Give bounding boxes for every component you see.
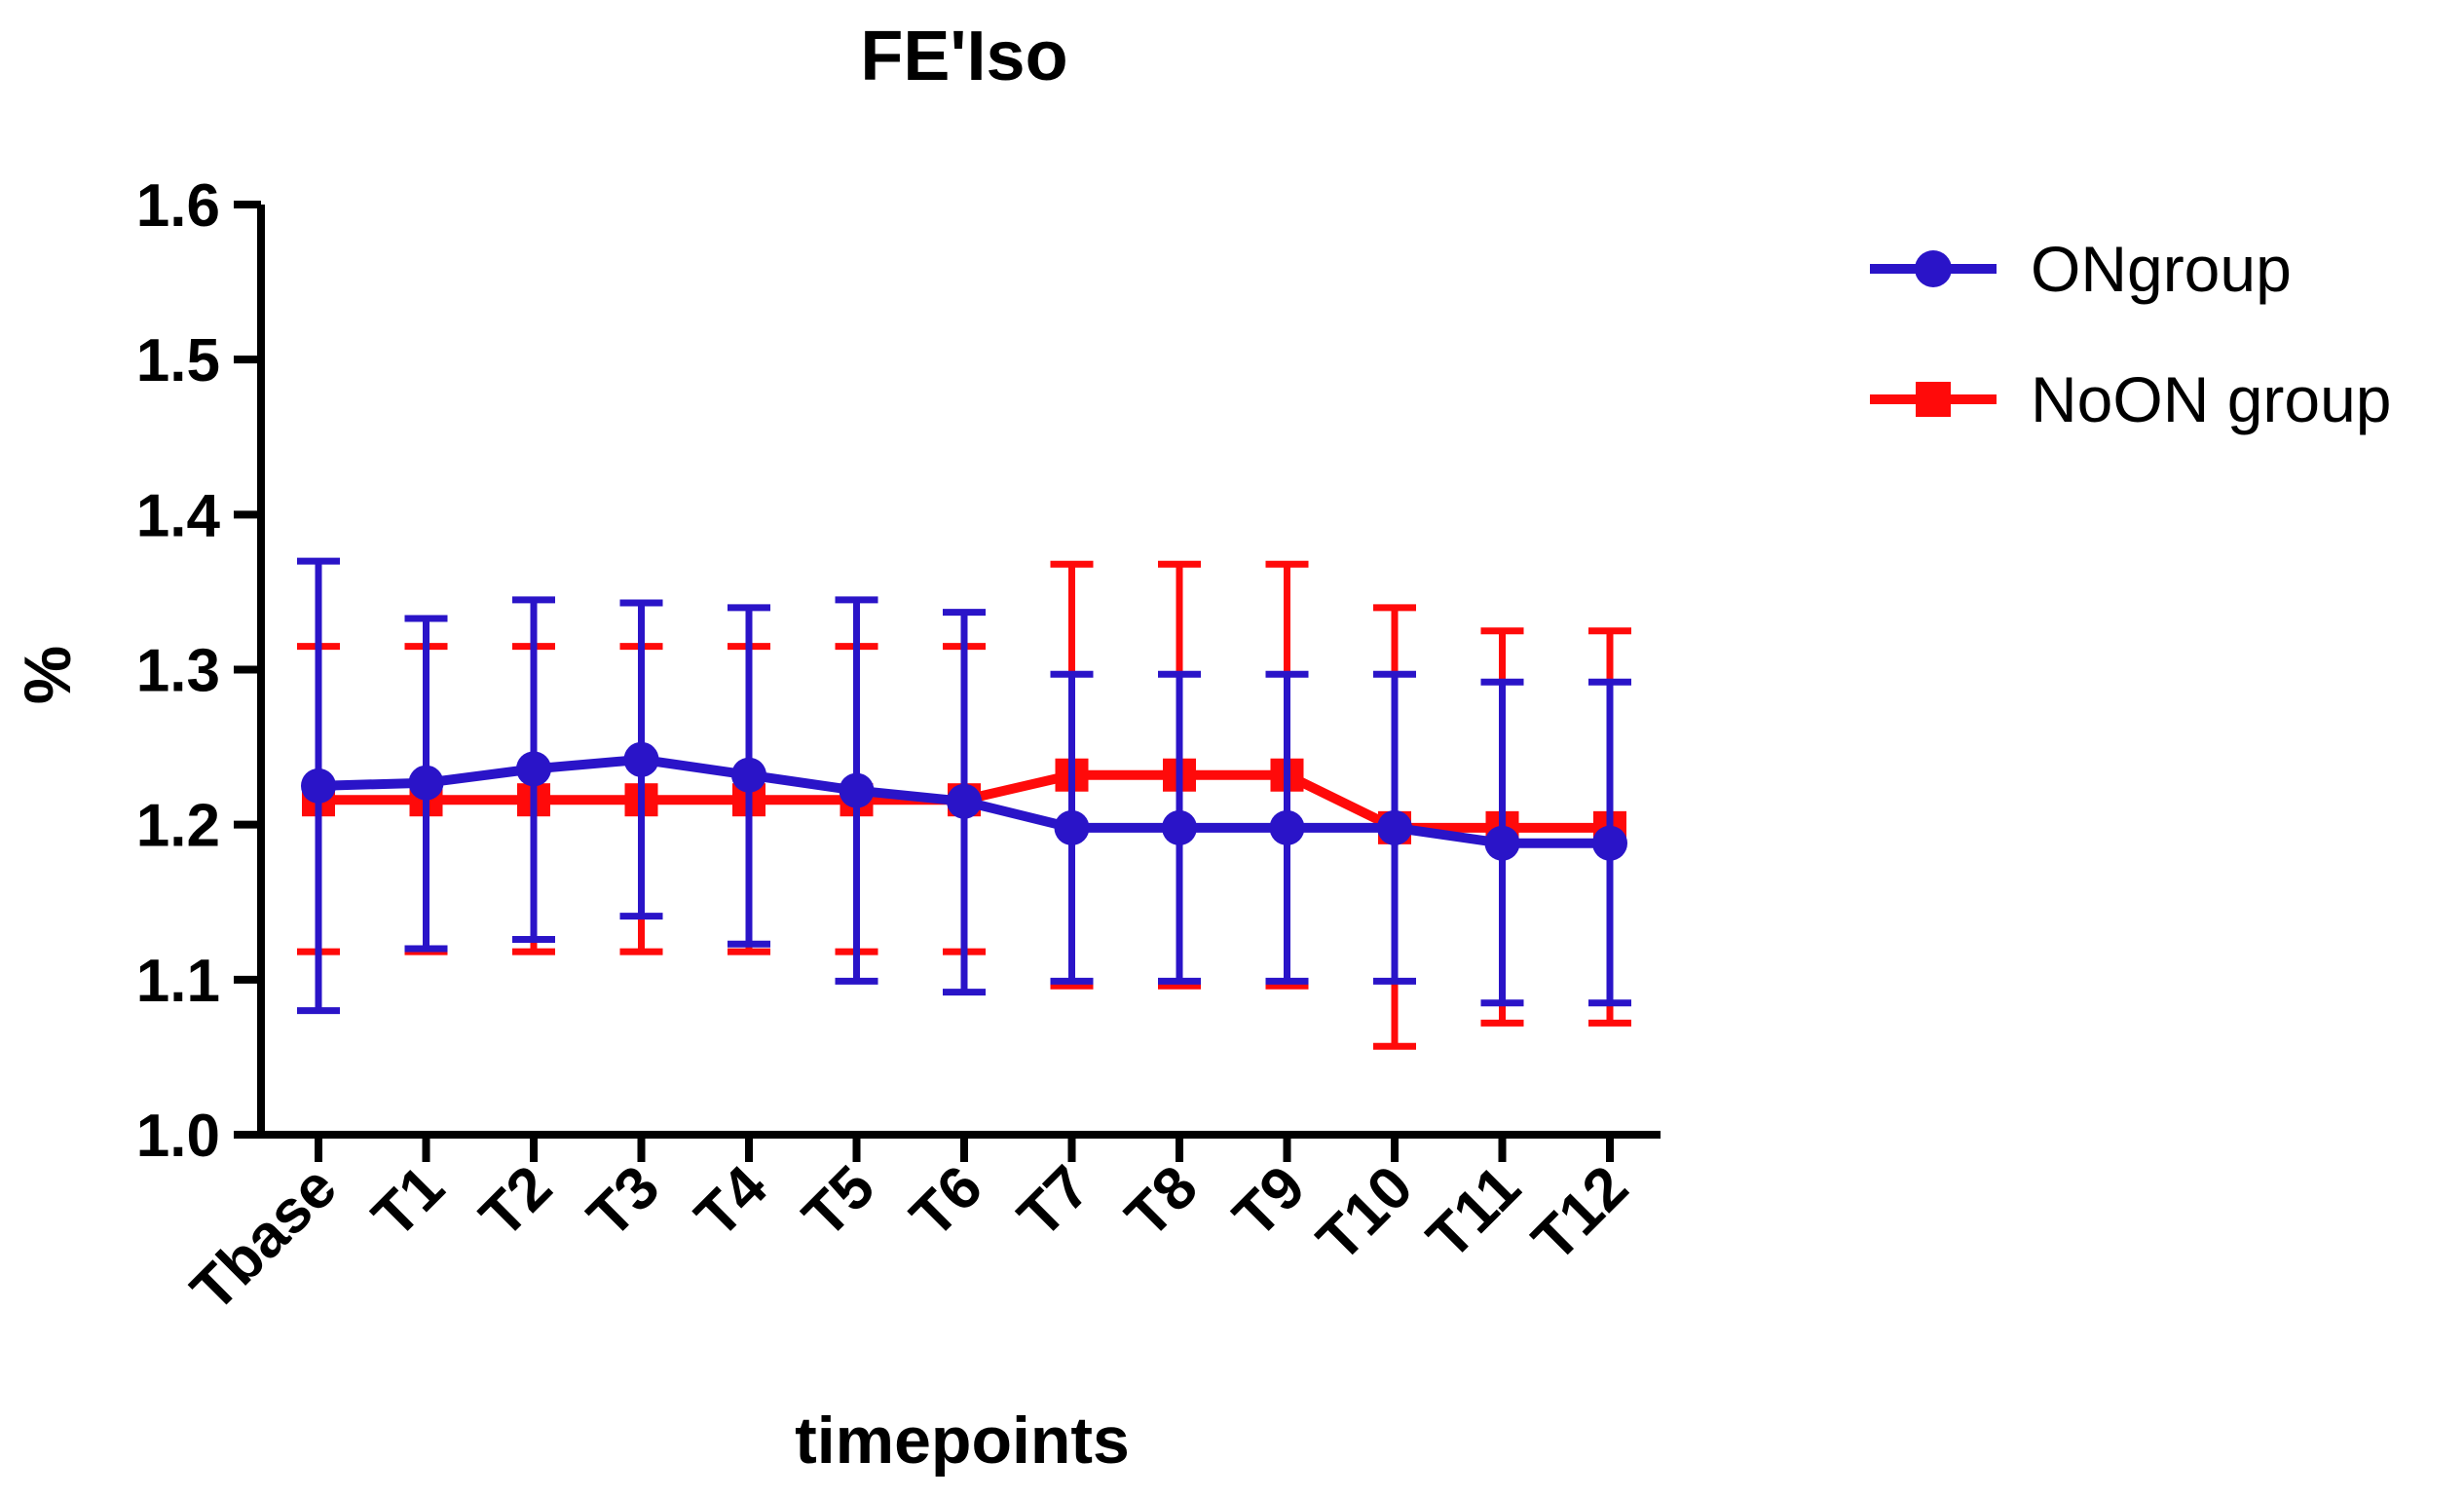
data-point bbox=[1377, 809, 1412, 845]
y-tick-label: 1.2 bbox=[136, 793, 220, 860]
y-tick-label: 1.0 bbox=[136, 1103, 220, 1170]
x-tick-label: T1 bbox=[359, 1153, 457, 1251]
plot-area bbox=[297, 557, 1631, 1050]
data-point bbox=[1162, 809, 1197, 845]
data-point bbox=[516, 751, 551, 787]
chart-title: FE'Iso bbox=[860, 18, 1067, 95]
data-point bbox=[839, 772, 875, 808]
x-tick-label: T8 bbox=[1113, 1153, 1211, 1251]
y-tick-label: 1.6 bbox=[136, 172, 220, 240]
y-tick-label: 1.1 bbox=[136, 948, 220, 1015]
data-point bbox=[1484, 825, 1520, 861]
legend-swatch-marker bbox=[1915, 250, 1952, 287]
x-tick-label: T12 bbox=[1520, 1153, 1641, 1274]
data-point bbox=[947, 783, 982, 819]
x-tick-label: T10 bbox=[1305, 1153, 1426, 1274]
x-tick-label: T2 bbox=[467, 1153, 565, 1251]
x-tick-label: T9 bbox=[1220, 1153, 1318, 1251]
y-tick-label: 1.4 bbox=[136, 482, 221, 549]
data-point bbox=[1592, 825, 1627, 861]
data-point bbox=[1269, 809, 1305, 845]
x-tick-label: T11 bbox=[1414, 1153, 1533, 1272]
data-point bbox=[731, 757, 766, 793]
legend-label: ONgroup bbox=[2031, 233, 2292, 305]
legend-swatch-marker bbox=[1916, 382, 1951, 417]
legend-item-noon-group: NoON group bbox=[1870, 363, 2392, 435]
x-tick-label: T3 bbox=[575, 1153, 672, 1251]
series-ongroup bbox=[297, 557, 1631, 1015]
x-tick-label: T6 bbox=[898, 1153, 995, 1251]
legend-label: NoON group bbox=[2031, 363, 2392, 435]
x-tick-label: T7 bbox=[1005, 1153, 1102, 1251]
x-axis-label: timepoints bbox=[795, 1404, 1130, 1478]
y-tick-label: 1.3 bbox=[136, 638, 220, 705]
data-point bbox=[623, 741, 659, 777]
x-tick-label: T5 bbox=[790, 1153, 887, 1251]
legend: ONgroup NoON group bbox=[1870, 233, 2392, 435]
x-tick-label: T4 bbox=[683, 1153, 780, 1251]
y-tick-label: 1.5 bbox=[136, 327, 220, 394]
y-axis: 1.0 1.1 1.2 1.3 1.4 1.5 1.6 bbox=[136, 172, 265, 1170]
legend-item-ongroup: ONgroup bbox=[1870, 233, 2292, 305]
y-axis-label: % bbox=[11, 646, 85, 704]
data-point bbox=[301, 768, 336, 804]
x-tick-label: Tbase bbox=[178, 1153, 350, 1325]
data-point bbox=[1054, 809, 1090, 845]
data-point bbox=[408, 765, 444, 801]
